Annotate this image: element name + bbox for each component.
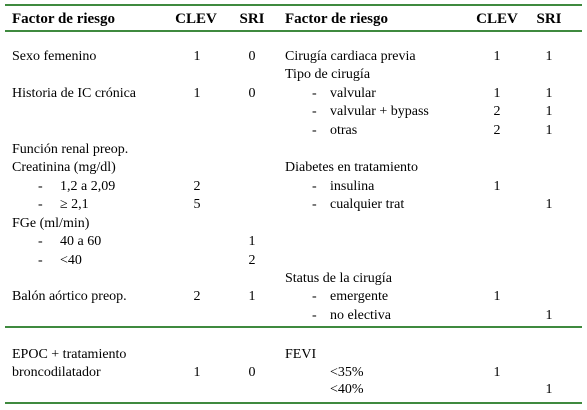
sri-score: 1	[545, 197, 553, 212]
sri-score: 2	[248, 253, 256, 268]
risk-factor: ≥ 2,1	[60, 197, 89, 212]
risk-factor: <40%	[330, 382, 364, 397]
rule	[5, 402, 582, 404]
risk-factor: 1,2 a 2,09	[60, 179, 116, 194]
risk-factor: Historia de IC crónica	[12, 86, 137, 101]
bullet: -	[38, 197, 43, 212]
risk-factor: Función renal preop.	[12, 142, 129, 157]
sri-score: 1	[545, 104, 553, 119]
risk-factor: <35%	[330, 365, 364, 380]
risk-factor: Creatinina (mg/dl)	[12, 160, 116, 175]
column-header: SRI	[536, 11, 562, 27]
risk-factor: FEVI	[285, 347, 317, 362]
clev-score: 1	[193, 49, 201, 64]
sri-score: 1	[248, 289, 256, 304]
column-header: Factor de riesgo	[12, 11, 116, 27]
risk-factor: FGe (ml/min)	[12, 216, 90, 231]
clev-score: 5	[193, 197, 201, 212]
risk-factor: broncodilatador	[12, 365, 101, 380]
clev-score: 2	[193, 289, 201, 304]
risk-factor: 40 a 60	[60, 234, 102, 249]
risk-factor: Tipo de cirugía	[285, 67, 371, 82]
risk-factor: emergente	[330, 289, 389, 304]
clev-score: 1	[193, 86, 201, 101]
clev-score: 1	[493, 179, 501, 194]
rule	[5, 4, 582, 6]
risk-factor: Cirugía cardiaca previa	[285, 49, 416, 64]
risk-factor: insulina	[330, 179, 375, 194]
risk-factor: valvular + bypass	[330, 104, 429, 119]
column-header: CLEV	[175, 11, 217, 27]
bullet: -	[312, 179, 317, 194]
clev-score: 1	[493, 86, 501, 101]
sri-score: 1	[545, 123, 553, 138]
sri-score: 0	[248, 49, 256, 64]
risk-factor: Diabetes en tratamiento	[285, 160, 418, 175]
rule	[5, 30, 582, 32]
column-header: CLEV	[476, 11, 518, 27]
bullet: -	[38, 179, 43, 194]
risk-factor: valvular	[330, 86, 376, 101]
risk-factor: <40	[60, 253, 82, 268]
bullet: -	[312, 86, 317, 101]
clev-score: 2	[493, 104, 501, 119]
sri-score: 1	[545, 382, 553, 397]
column-header: Factor de riesgo	[285, 11, 389, 27]
sri-score: 0	[248, 86, 256, 101]
risk-factor: Balón aórtico preop.	[12, 289, 127, 304]
risk-factor: no electiva	[330, 308, 392, 323]
sri-score: 1	[545, 308, 553, 323]
bullet: -	[38, 234, 43, 249]
risk-factor: otras	[330, 123, 358, 138]
column-header: SRI	[239, 11, 265, 27]
risk-factor: EPOC + tratamiento	[12, 347, 127, 362]
clev-score: 1	[493, 49, 501, 64]
clev-score: 1	[493, 365, 501, 380]
sri-score: 1	[545, 49, 553, 64]
bullet: -	[312, 289, 317, 304]
clev-score: 2	[493, 123, 501, 138]
clev-score: 2	[193, 179, 201, 194]
sri-score: 1	[248, 234, 256, 249]
risk-factor: cualquier trat	[330, 197, 405, 212]
bullet: -	[312, 197, 317, 212]
clev-score: 1	[493, 289, 501, 304]
sri-score: 1	[545, 86, 553, 101]
bullet: -	[312, 308, 317, 323]
bullet: -	[312, 123, 317, 138]
risk-factor: Sexo femenino	[12, 49, 97, 64]
risk-factor: Status de la cirugía	[285, 271, 392, 286]
bullet: -	[38, 253, 43, 268]
rule	[5, 326, 582, 328]
clev-score: 1	[193, 365, 201, 380]
bullet: -	[312, 104, 317, 119]
sri-score: 0	[248, 365, 256, 380]
